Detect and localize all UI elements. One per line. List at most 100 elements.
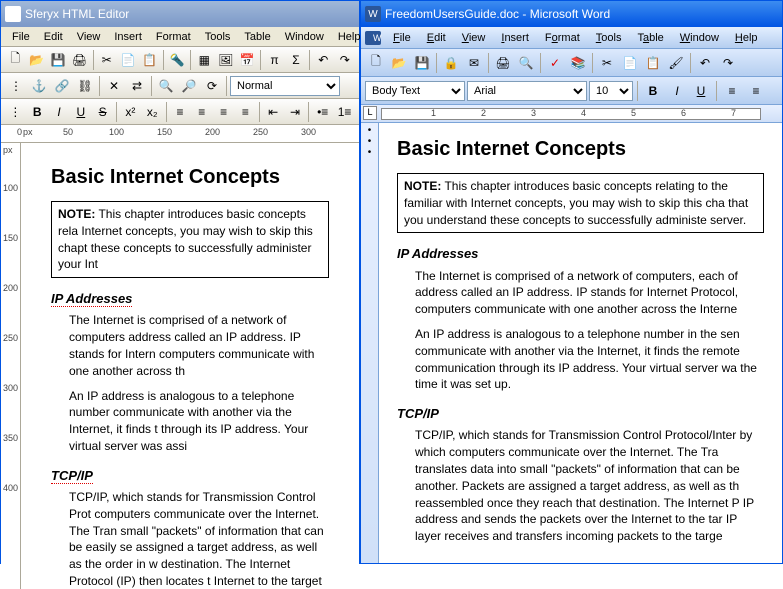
link-icon[interactable]: 🔗 (51, 75, 73, 97)
permission-icon[interactable]: 🔒 (440, 52, 462, 74)
bold-icon[interactable]: B (27, 101, 48, 123)
menu-help[interactable]: Help (727, 30, 766, 46)
redo-icon[interactable]: ↷ (717, 52, 739, 74)
underline-icon[interactable]: U (70, 101, 91, 123)
menu-table[interactable]: Table (237, 29, 277, 45)
image-icon[interactable]: 🖼 (216, 49, 236, 71)
date-icon[interactable]: 📅 (237, 49, 257, 71)
cut-icon[interactable]: ✂ (97, 49, 117, 71)
word-outline-pane[interactable]: ••• (361, 123, 379, 563)
sferyx-titlebar[interactable]: S Sferyx HTML Editor (1, 1, 359, 27)
tab-selector[interactable]: L (363, 106, 377, 120)
research-icon[interactable]: 📚 (567, 52, 589, 74)
save-icon[interactable]: 💾 (48, 49, 68, 71)
sep-icon[interactable]: ⋮ (5, 101, 26, 123)
table-icon[interactable]: ▦ (194, 49, 214, 71)
menu-window[interactable]: Window (672, 30, 727, 46)
menu-window[interactable]: Window (278, 29, 331, 45)
list-ul-icon[interactable]: •≡ (312, 101, 333, 123)
refresh-icon[interactable]: ⟳ (201, 75, 223, 97)
strike-icon[interactable]: S (92, 101, 113, 123)
open-icon[interactable]: 📂 (388, 52, 410, 74)
zoom-out-icon[interactable]: 🔎 (178, 75, 200, 97)
size-select[interactable]: 10 (589, 81, 633, 101)
align-left-icon[interactable]: ≡ (721, 80, 743, 102)
copy-icon[interactable]: 📄 (619, 52, 641, 74)
cut-icon[interactable]: ✂ (596, 52, 618, 74)
separator (308, 102, 309, 122)
menu-format[interactable]: Format (149, 29, 198, 45)
undo-icon[interactable]: ↶ (313, 49, 333, 71)
find-icon[interactable]: 🔦 (167, 49, 187, 71)
redo-icon[interactable]: ↷ (335, 49, 355, 71)
format-paint-icon[interactable]: 🖌 (665, 52, 687, 74)
align-left-icon[interactable]: ≡ (170, 101, 191, 123)
align-center-icon[interactable]: ≡ (745, 80, 767, 102)
indent-inc-icon[interactable]: ⇥ (285, 101, 306, 123)
separator (93, 50, 94, 70)
separator (151, 76, 152, 96)
sferyx-document[interactable]: Basic Internet Concepts NOTE: This chapt… (21, 143, 359, 589)
menu-file[interactable]: File (5, 29, 37, 45)
sferyx-ruler-v[interactable]: px 100 150 200 250 300 350 400 (1, 143, 21, 589)
print-icon[interactable]: 🖨 (492, 52, 514, 74)
super-icon[interactable]: x² (120, 101, 141, 123)
preview-icon[interactable]: 🔍 (515, 52, 537, 74)
doc-p1: The Internet is comprised of a network o… (397, 268, 764, 318)
sigma-icon[interactable]: Σ (286, 49, 306, 71)
list-ol-icon[interactable]: 1≡ (334, 101, 355, 123)
paste-icon[interactable]: 📋 (139, 49, 159, 71)
mail-icon[interactable]: ✉ (463, 52, 485, 74)
menu-view[interactable]: View (70, 29, 108, 45)
menu-file[interactable]: File (385, 30, 419, 46)
swap-icon[interactable]: ⇄ (126, 75, 148, 97)
paste-icon[interactable]: 📋 (642, 52, 664, 74)
word-document[interactable]: Basic Internet Concepts NOTE: This chapt… (379, 123, 782, 563)
menu-edit[interactable]: Edit (37, 29, 70, 45)
sep-icon[interactable]: ⋮ (5, 75, 27, 97)
word-titlebar[interactable]: W FreedomUsersGuide.doc - Microsoft Word (361, 1, 782, 27)
menu-view[interactable]: View (454, 30, 494, 46)
menu-tools[interactable]: Tools (198, 29, 238, 45)
sferyx-toolbar1: 🗋 📂 💾 🖨 ✂ 📄 📋 🔦 ▦ 🖼 📅 π Σ ↶ ↷ (1, 47, 359, 73)
doc-p3: TCP/IP, which stands for Transmission Co… (397, 427, 764, 545)
bold-icon[interactable]: B (642, 80, 664, 102)
pi-icon[interactable]: π (264, 49, 284, 71)
unlink-icon[interactable]: ⛓ (74, 75, 96, 97)
undo-icon[interactable]: ↶ (694, 52, 716, 74)
new-icon[interactable]: 🗋 (5, 49, 25, 71)
italic-icon[interactable]: I (666, 80, 688, 102)
align-just-icon[interactable]: ≡ (235, 101, 256, 123)
style-select[interactable]: Normal (230, 76, 340, 96)
cross-icon[interactable]: ✕ (103, 75, 125, 97)
menu-table[interactable]: Table (629, 30, 671, 46)
separator (259, 102, 260, 122)
menu-insert[interactable]: Insert (493, 30, 537, 46)
word-ruler-h[interactable]: L 1 2 3 4 5 6 7 (361, 105, 782, 123)
spell-icon[interactable]: ✓ (544, 52, 566, 74)
underline-icon[interactable]: U (690, 80, 712, 102)
sferyx-ruler-h[interactable]: 0px 50 100 150 200 250 300 (1, 125, 359, 143)
menu-insert[interactable]: Insert (107, 29, 149, 45)
note-text: This chapter introduces basic concepts r… (404, 179, 748, 227)
separator (637, 81, 638, 101)
doc-note-box: NOTE: This chapter introduces basic conc… (397, 173, 764, 233)
doc-p1: The Internet is comprised of a network o… (51, 312, 329, 379)
italic-icon[interactable]: I (49, 101, 70, 123)
open-icon[interactable]: 📂 (26, 49, 46, 71)
menu-edit[interactable]: Edit (419, 30, 454, 46)
anchor-icon[interactable]: ⚓ (28, 75, 50, 97)
menu-format[interactable]: Format (537, 30, 588, 46)
save-icon[interactable]: 💾 (411, 52, 433, 74)
align-center-icon[interactable]: ≡ (191, 101, 212, 123)
zoom-in-icon[interactable]: 🔍 (155, 75, 177, 97)
align-right-icon[interactable]: ≡ (213, 101, 234, 123)
copy-icon[interactable]: 📄 (118, 49, 138, 71)
indent-dec-icon[interactable]: ⇤ (263, 101, 284, 123)
menu-tools[interactable]: Tools (588, 30, 630, 46)
print-icon[interactable]: 🖨 (69, 49, 89, 71)
sub-icon[interactable]: x₂ (142, 101, 163, 123)
font-select[interactable]: Arial (467, 81, 587, 101)
style-select[interactable]: Body Text (365, 81, 465, 101)
new-icon[interactable]: 🗋 (365, 52, 387, 74)
